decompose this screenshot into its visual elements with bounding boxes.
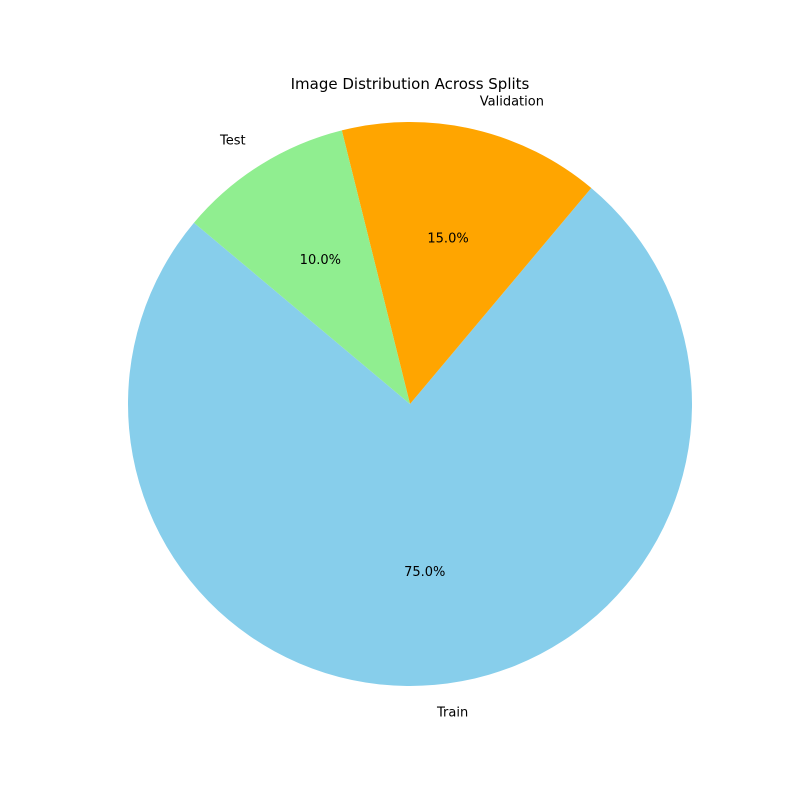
slice-label-validation: Validation [480, 94, 544, 109]
pie-slice-validation [341, 122, 592, 404]
slice-percent-test: 10.0% [300, 253, 341, 268]
slice-percent-train: 75.0% [404, 565, 445, 580]
pie-slice-train [128, 187, 693, 687]
pie-slice-test [193, 130, 410, 404]
slice-label-train: Train [436, 706, 468, 721]
chart-title: Image Distribution Across Splits [291, 75, 530, 93]
slice-label-test: Test [219, 133, 246, 148]
pie-labels: Train 75.0% Validation 15.0% Test 10.0% [219, 94, 544, 720]
pie-slices [128, 122, 693, 687]
slice-percent-validation: 15.0% [427, 232, 468, 247]
